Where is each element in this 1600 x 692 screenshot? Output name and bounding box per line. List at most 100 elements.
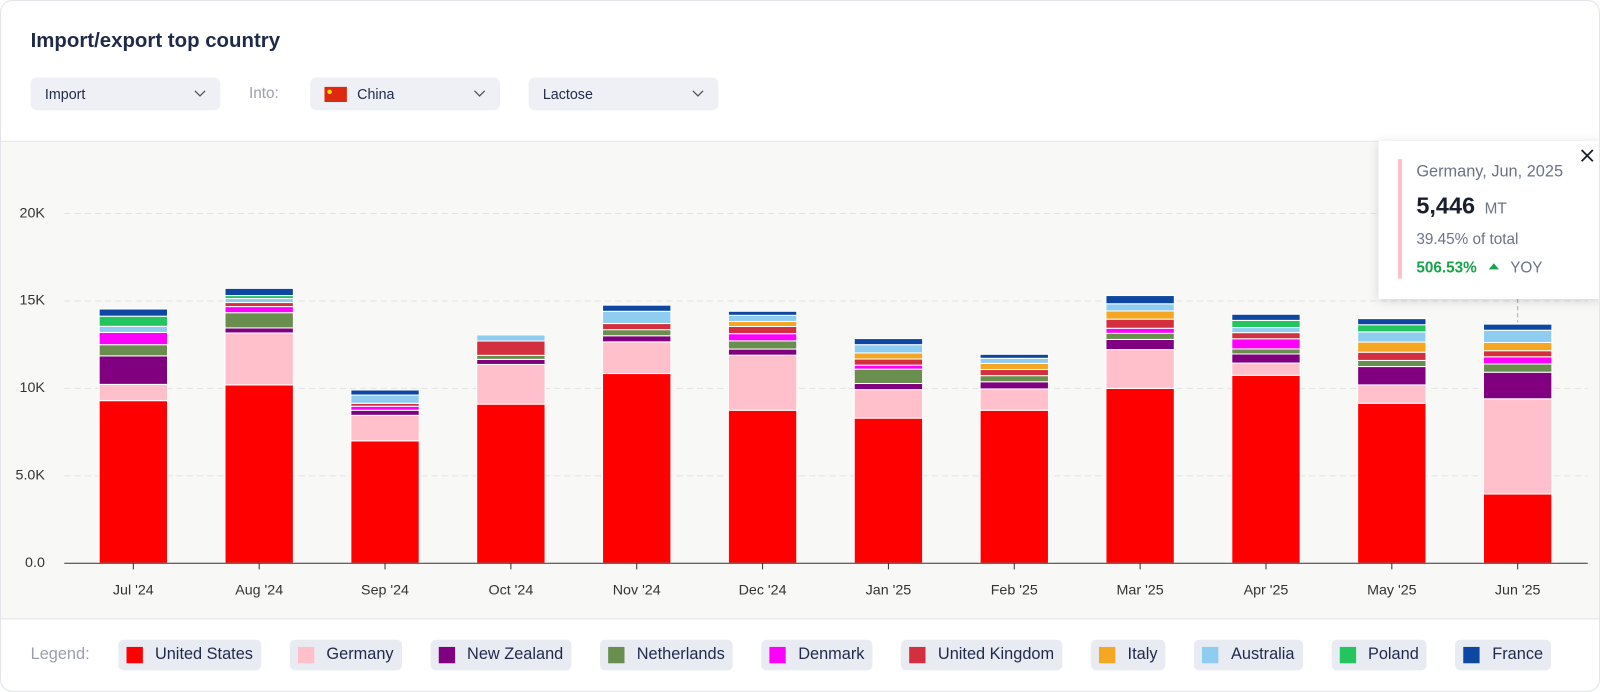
- legend-item[interactable]: France: [1455, 639, 1552, 671]
- bar-segment: [1231, 353, 1301, 364]
- bar-segment: [979, 362, 1049, 371]
- bar-segment: [476, 363, 546, 405]
- x-tick-label: Mar '25: [1117, 583, 1164, 599]
- bar-segment: [1482, 350, 1553, 358]
- bar-segment: [476, 358, 546, 365]
- bar-segment: [853, 364, 924, 370]
- bar-segment: [602, 304, 672, 312]
- bar-segment: [1105, 318, 1175, 329]
- legend-text: Australia: [1230, 645, 1295, 664]
- bar-segment: [602, 329, 672, 337]
- legend-item[interactable]: New Zealand: [430, 639, 572, 671]
- product-value: Lactose: [542, 85, 593, 103]
- bar-segment: [979, 375, 1049, 383]
- bar-segment: [1482, 398, 1553, 495]
- bar-segment: [1231, 327, 1301, 334]
- bar-segment: [1105, 327, 1175, 334]
- legend-item[interactable]: United Kingdom: [901, 639, 1063, 671]
- bar-segment: [1482, 371, 1553, 400]
- bar-segment: [98, 331, 169, 346]
- x-tick-label: Feb '25: [991, 583, 1038, 599]
- bar-segment: [476, 334, 546, 342]
- page-title: Import/export top country: [30, 29, 281, 53]
- legend-label: Legend:: [30, 645, 90, 664]
- bar-segment: [1357, 366, 1427, 386]
- legend-swatch: [1098, 646, 1116, 664]
- x-tick-label: May '25: [1367, 583, 1417, 599]
- tooltip-change: 506.53%: [1416, 259, 1477, 277]
- tooltip-change-label: YOY: [1510, 259, 1543, 277]
- legend-item[interactable]: United States: [118, 639, 262, 671]
- bar-segment: [1357, 351, 1427, 361]
- chevron: [692, 90, 704, 97]
- legend-text: United Kingdom: [937, 645, 1055, 664]
- bar-segment: [727, 310, 798, 316]
- bar-segment: [1231, 338, 1301, 350]
- bar-segment: [350, 440, 420, 564]
- bar-segment: [853, 389, 924, 419]
- bar-segment: [224, 302, 294, 308]
- bar-segment: [98, 383, 169, 402]
- legend-text: United States: [154, 645, 253, 664]
- bar-segment: [1105, 303, 1175, 312]
- bar-segment: [1482, 493, 1553, 564]
- bar-segment: [853, 368, 924, 385]
- bar-segment: [98, 325, 169, 333]
- bar-segment: [1357, 359, 1427, 368]
- chevron: [194, 90, 206, 97]
- legend-item[interactable]: Australia: [1194, 639, 1303, 671]
- bar-segment: [1357, 318, 1427, 326]
- bar-segment: [350, 389, 420, 396]
- bar-segment: [602, 323, 672, 331]
- bar-segment: [224, 298, 294, 304]
- bar-segment: [224, 287, 294, 297]
- legend-item[interactable]: Denmark: [761, 639, 873, 671]
- bar-segment: [727, 314, 798, 322]
- bar-segment: [727, 409, 798, 564]
- x-tick-label: Oct '24: [489, 583, 534, 599]
- bar-segment: [853, 417, 924, 564]
- tooltip-accent: [1397, 159, 1403, 279]
- bar-segment: [602, 373, 672, 564]
- tooltip-unit: MT: [1484, 199, 1507, 218]
- legend-item[interactable]: Germany: [289, 639, 402, 671]
- bar-segment: [1231, 348, 1301, 355]
- bar-segment: [476, 403, 546, 564]
- bar-segment: [979, 381, 1049, 390]
- bar-segment: [224, 384, 294, 564]
- flow-value: Import: [44, 85, 86, 103]
- y-tick-label: 15K: [20, 293, 46, 309]
- bar-segment: [476, 354, 546, 360]
- legend-item[interactable]: Italy: [1090, 639, 1166, 671]
- legend-swatch: [1463, 646, 1481, 664]
- bar-segment: [1231, 313, 1301, 321]
- x-tick-label: Dec '24: [739, 583, 787, 599]
- into-label: Into:: [248, 84, 279, 103]
- bar-segment: [1105, 332, 1175, 340]
- chart: 0.0 5.0K 10K 15K 20K Jul '24 Aug '24 Sep '24 Oct…: [16, 205, 1588, 599]
- legend-item[interactable]: Netherlands: [599, 639, 733, 671]
- bar-segment: [727, 354, 798, 411]
- bar-segment: [1482, 329, 1553, 343]
- country-value: China: [357, 85, 395, 103]
- bar-segment: [1357, 384, 1427, 404]
- close-button[interactable]: [1580, 149, 1594, 162]
- legend-swatch: [438, 646, 455, 664]
- product-dropdown[interactable]: Lactose: [528, 77, 719, 111]
- x-tick-label: Jun '25: [1495, 583, 1541, 599]
- bar-segment: [1357, 324, 1427, 333]
- country-dropdown[interactable]: China: [310, 77, 500, 111]
- bar-segment: [853, 338, 924, 346]
- bar-segment: [224, 306, 294, 314]
- bar-segment: [1105, 387, 1175, 564]
- legend-item[interactable]: Poland: [1331, 639, 1427, 671]
- bar-segment: [1105, 338, 1175, 351]
- bar-segment: [853, 352, 924, 360]
- bar-segment: [979, 388, 1049, 411]
- bar-segment: [853, 344, 924, 354]
- y-tick-label: 20K: [20, 205, 46, 221]
- tooltip-title: Germany, Jun, 2025: [1416, 163, 1564, 181]
- bar-segment: [98, 344, 169, 357]
- legend: Legend: United States Germany New Zealand Ne…: [30, 639, 1552, 671]
- flow-dropdown[interactable]: Import: [30, 77, 221, 111]
